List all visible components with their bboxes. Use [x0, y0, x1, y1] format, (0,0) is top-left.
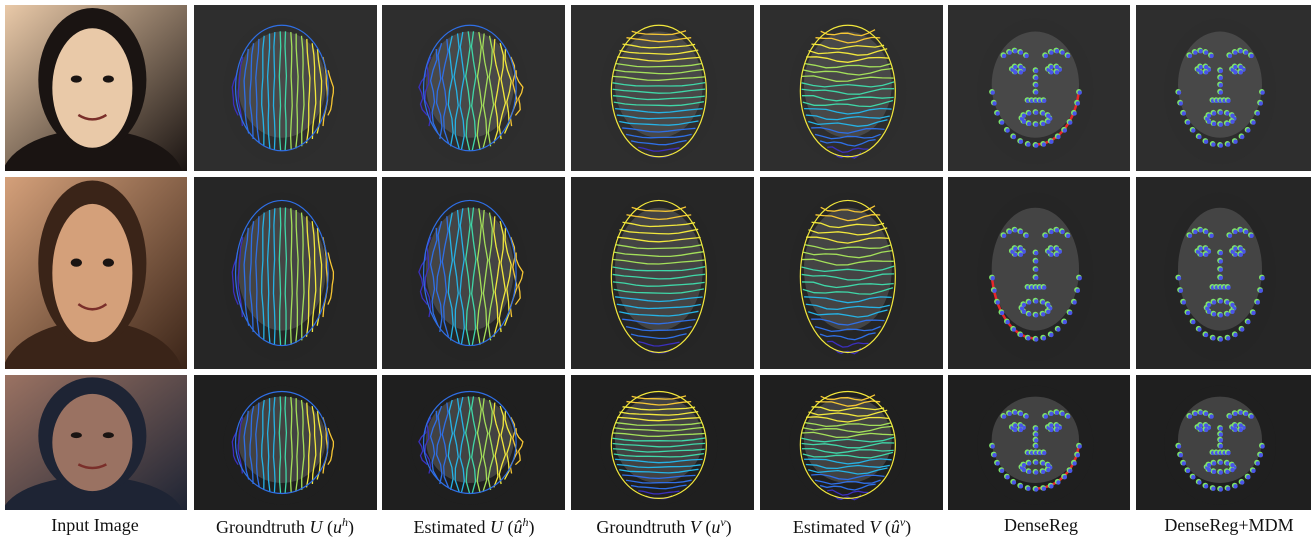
figure-grid — [5, 5, 1311, 510]
panel-est_v-row-1 — [760, 5, 943, 171]
head-silhouette — [223, 18, 341, 165]
landmark-points — [1175, 409, 1265, 492]
head-silhouette — [789, 18, 907, 165]
u-contour-lines — [231, 390, 335, 495]
panel-densereg_mdm-row-1 — [1136, 5, 1311, 171]
u-contour-lines — [418, 390, 524, 495]
caption-densereg: DenseReg — [1004, 515, 1078, 535]
head-silhouette — [789, 192, 907, 362]
panel-gt_v-row-1 — [571, 5, 754, 171]
panel-input-row-2 — [5, 177, 187, 369]
caption-densereg-mdm: DenseReg+MDM — [1164, 515, 1294, 535]
panel-est_u-row-1 — [382, 5, 565, 171]
panel-est_v-row-2 — [760, 177, 943, 369]
u-contour-lines — [231, 24, 335, 152]
panel-gt_v-row-2 — [571, 177, 754, 369]
landmark-points — [989, 47, 1082, 148]
landmark-points — [1175, 47, 1265, 148]
v-contour-lines — [799, 390, 896, 501]
panel-gt_u-row-3 — [194, 375, 377, 510]
panel-est_u-row-3 — [382, 375, 565, 510]
v-contour-lines — [799, 199, 896, 355]
u-contour-lines — [418, 199, 524, 347]
caption-groundtruth-v: Groundtruth V (uv) — [596, 515, 732, 537]
panel-densereg_mdm-row-3 — [1136, 375, 1311, 510]
caption-groundtruth-u: Groundtruth U (uh) — [216, 515, 354, 537]
panel-input-row-3 — [5, 375, 187, 510]
head-silhouette — [223, 192, 341, 362]
face-photo — [5, 7, 183, 171]
u-contour-lines — [418, 24, 524, 152]
panel-est_u-row-2 — [382, 177, 565, 369]
caption-estimated-v: Estimated V (ûv) — [792, 515, 912, 537]
u-contour-lines — [231, 199, 335, 347]
head-silhouette — [600, 192, 718, 362]
panel-gt_u-row-1 — [194, 5, 377, 171]
v-contour-lines — [799, 24, 896, 159]
panel-densereg-row-3 — [948, 375, 1130, 510]
landmark-points — [989, 409, 1082, 492]
panel-gt_v-row-3 — [571, 375, 754, 510]
v-contour-lines — [610, 199, 707, 354]
head-silhouette — [223, 385, 341, 505]
caption-row: Input Image Groundtruth U (uh) Estimated… — [0, 506, 1312, 537]
caption-input: Input Image — [51, 515, 139, 535]
head-silhouette — [600, 18, 718, 165]
panel-densereg_mdm-row-2 — [1136, 177, 1311, 369]
landmark-points — [1175, 226, 1265, 342]
head-silhouette — [600, 385, 718, 505]
landmark-points — [989, 226, 1082, 342]
panel-densereg-row-1 — [948, 5, 1130, 171]
panel-densereg-row-2 — [948, 177, 1130, 369]
panel-input-row-1 — [5, 5, 187, 171]
v-contour-lines — [610, 24, 707, 158]
head-silhouette — [789, 385, 907, 505]
face-photo — [5, 377, 183, 510]
caption-estimated-u: Estimated U (ûh) — [413, 515, 535, 537]
panel-est_v-row-3 — [760, 375, 943, 510]
panel-gt_u-row-2 — [194, 177, 377, 369]
face-photo — [5, 180, 183, 369]
v-contour-lines — [610, 390, 707, 500]
